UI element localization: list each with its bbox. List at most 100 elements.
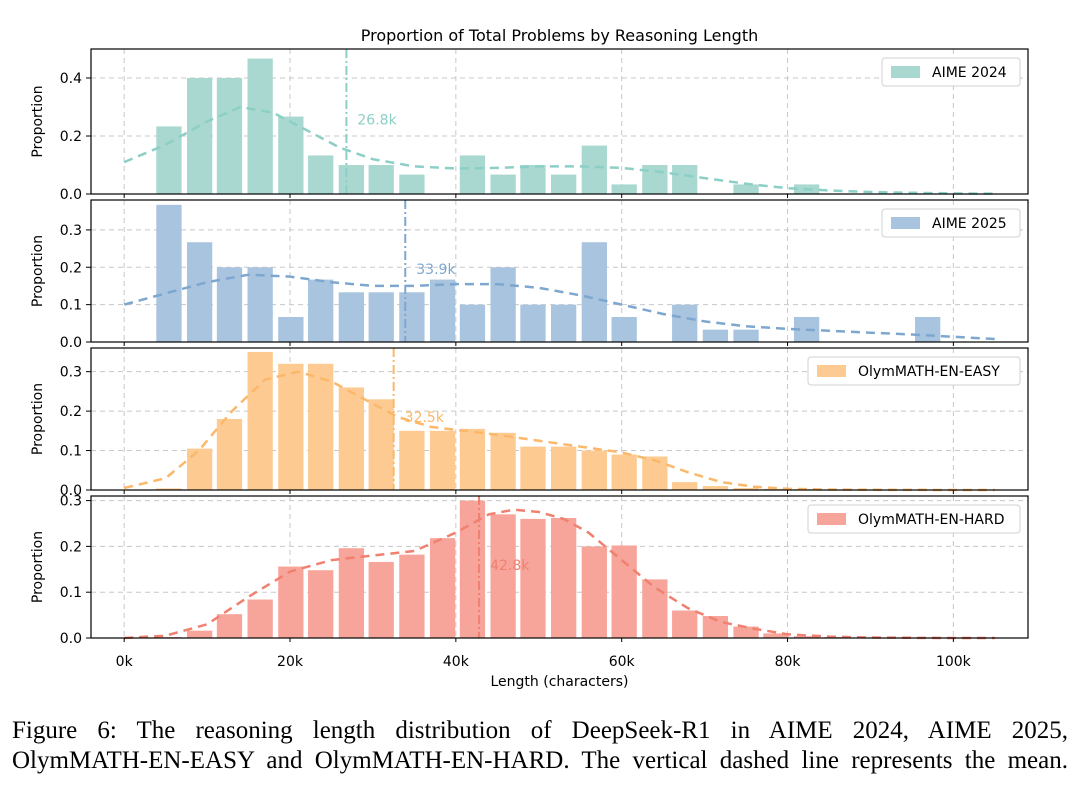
bar bbox=[672, 165, 698, 194]
bar bbox=[308, 279, 334, 342]
bar bbox=[399, 292, 425, 342]
caption-line-1: Figure 6: The reasoning length distribut… bbox=[12, 717, 1068, 744]
bar bbox=[429, 430, 456, 490]
y-tick-label: 0.2 bbox=[60, 129, 82, 145]
y-tick-label: 0.0 bbox=[60, 187, 82, 203]
bar bbox=[247, 351, 273, 490]
y-tick-label: 0.1 bbox=[60, 585, 82, 601]
panel-2: 33.9k 0.0 0.1 0.2 0.3 Proportion AIME 2025 bbox=[30, 199, 1029, 351]
bar bbox=[308, 363, 334, 490]
bar bbox=[733, 626, 759, 638]
bar bbox=[672, 482, 698, 490]
bar bbox=[278, 116, 304, 194]
bar bbox=[490, 174, 516, 194]
bar bbox=[642, 456, 668, 490]
figure-caption: Figure 6: The reasoning length distribut… bbox=[12, 716, 1068, 776]
y-axis-label: Proportion bbox=[30, 235, 46, 307]
bar bbox=[490, 267, 516, 342]
bar bbox=[186, 448, 213, 490]
bar bbox=[247, 599, 273, 638]
bar bbox=[733, 184, 759, 194]
bar bbox=[216, 419, 243, 490]
bar bbox=[581, 546, 607, 638]
bar bbox=[551, 304, 577, 342]
bar bbox=[520, 518, 546, 638]
bar bbox=[793, 636, 820, 638]
bar bbox=[551, 174, 577, 194]
mean-label: 26.8k bbox=[357, 112, 397, 128]
y-tick-label: 0.3 bbox=[60, 223, 82, 239]
legend-box bbox=[807, 504, 1021, 534]
bar bbox=[672, 610, 698, 638]
y-tick-label: 0.3 bbox=[60, 365, 82, 381]
bar bbox=[308, 570, 334, 638]
y-tick-label: 0.1 bbox=[60, 298, 82, 314]
bar bbox=[581, 145, 607, 194]
bar bbox=[216, 267, 243, 342]
bar bbox=[399, 430, 425, 490]
legend-label: AIME 2025 bbox=[932, 216, 1007, 232]
figure-chart: Proportion of Total Problems by Reasonin… bbox=[30, 26, 1029, 690]
bar bbox=[338, 548, 365, 638]
legend-box bbox=[881, 208, 1021, 238]
x-tick-label: 40k bbox=[443, 654, 470, 670]
bar bbox=[156, 126, 182, 194]
bar bbox=[611, 316, 637, 342]
panel-1: 26.8k 0.0 0.2 0.4 Proportion AIME 2024 bbox=[30, 48, 1029, 203]
bar bbox=[459, 155, 486, 194]
bar bbox=[551, 446, 577, 490]
bar bbox=[399, 174, 425, 194]
bar bbox=[429, 538, 456, 638]
bar bbox=[186, 78, 213, 194]
bar bbox=[702, 616, 729, 638]
bar bbox=[216, 614, 243, 638]
legend-label: OlymMATH-EN-HARD bbox=[858, 512, 1005, 528]
y-axis-label: Proportion bbox=[30, 383, 46, 455]
bar bbox=[459, 428, 486, 490]
caption-line-2: OlymMATH-EN-EASY and OlymMATH-EN-HARD. T… bbox=[12, 747, 1068, 774]
mean-label: 33.9k bbox=[416, 262, 456, 278]
y-tick-label: 0.3 bbox=[60, 494, 82, 510]
bar bbox=[763, 633, 789, 638]
legend-swatch bbox=[817, 513, 846, 525]
bar bbox=[520, 165, 546, 194]
x-tick-label: 20k bbox=[277, 654, 304, 670]
bar bbox=[490, 514, 516, 638]
bar bbox=[581, 242, 607, 342]
bar bbox=[247, 267, 273, 342]
bar bbox=[490, 432, 516, 490]
bar bbox=[733, 329, 759, 342]
bar bbox=[702, 486, 729, 490]
legend-swatch bbox=[817, 365, 846, 377]
y-tick-label: 0.1 bbox=[60, 444, 82, 460]
axes-frame bbox=[90, 495, 1029, 639]
kde-line bbox=[124, 508, 995, 640]
bar bbox=[611, 184, 637, 194]
bar bbox=[186, 242, 213, 342]
y-tick-label: 0.2 bbox=[60, 539, 82, 555]
bar bbox=[278, 363, 304, 490]
chart-title: Proportion of Total Problems by Reasonin… bbox=[361, 26, 758, 45]
bar bbox=[520, 304, 546, 342]
x-tick-label: 60k bbox=[609, 654, 636, 670]
bar bbox=[186, 630, 213, 638]
y-axis-label: Proportion bbox=[30, 85, 46, 157]
mean-label: 42.8k bbox=[490, 558, 530, 574]
bar bbox=[733, 488, 759, 490]
legend-label: OlymMATH-EN-EASY bbox=[858, 364, 1000, 380]
bar bbox=[368, 561, 394, 638]
axes-frame bbox=[90, 199, 1029, 343]
mean-label: 32.5k bbox=[405, 410, 445, 426]
bar bbox=[611, 454, 637, 490]
y-axis-label: Proportion bbox=[30, 531, 46, 603]
bar bbox=[702, 329, 729, 342]
bar bbox=[368, 292, 394, 342]
bar bbox=[399, 554, 425, 638]
bar bbox=[642, 579, 668, 638]
y-tick-label: 0.2 bbox=[60, 404, 82, 420]
bar bbox=[551, 517, 577, 638]
x-tick-label: 80k bbox=[775, 654, 802, 670]
legend-swatch bbox=[891, 66, 920, 78]
bar bbox=[156, 488, 182, 490]
panel-3: 32.5k 0.0 0.1 0.2 0.3 Proportion OlymMATH-EN-E… bbox=[30, 347, 1029, 499]
